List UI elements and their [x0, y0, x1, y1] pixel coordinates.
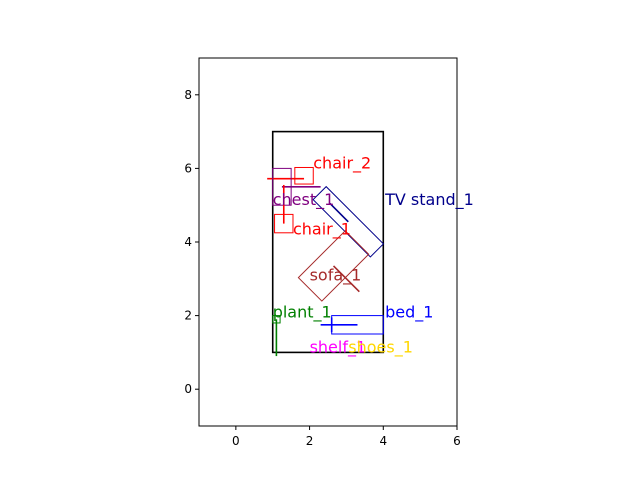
- x-tick-label: 6: [453, 434, 461, 448]
- y-tick-label: 8: [184, 88, 192, 102]
- y-tick-label: 4: [184, 235, 192, 249]
- object-rect-chair-2: [294, 166, 314, 185]
- object-label-chest-1: chest_1: [273, 190, 335, 210]
- object-label-shoes-1: shoes_1: [348, 337, 413, 357]
- object-label-chair-1: chair_1: [293, 220, 351, 240]
- object-direction-tv-stand-1: [329, 202, 349, 223]
- object-direction-sofa-1: [332, 265, 360, 293]
- y-tick-label: 6: [184, 161, 192, 175]
- y-tick-label: 2: [184, 309, 192, 323]
- x-tick-label: 0: [232, 434, 240, 448]
- object-label-plant-1: plant_1: [273, 302, 332, 322]
- object-label-chair-2: chair_2: [313, 153, 371, 173]
- object-label-tv-stand-1: TV stand_1: [384, 190, 474, 210]
- object-label-shelf-1: shelf_1: [310, 337, 367, 357]
- y-tick-label: 0: [184, 382, 192, 396]
- room-boundary: [271, 130, 385, 354]
- x-tick-label: 4: [379, 434, 387, 448]
- object-rect-tv-stand-1: [312, 185, 385, 258]
- object-label-bed-1: bed_1: [385, 302, 433, 322]
- object-label-sofa-1: sofa_1: [310, 266, 362, 286]
- x-tick-label: 2: [306, 434, 314, 448]
